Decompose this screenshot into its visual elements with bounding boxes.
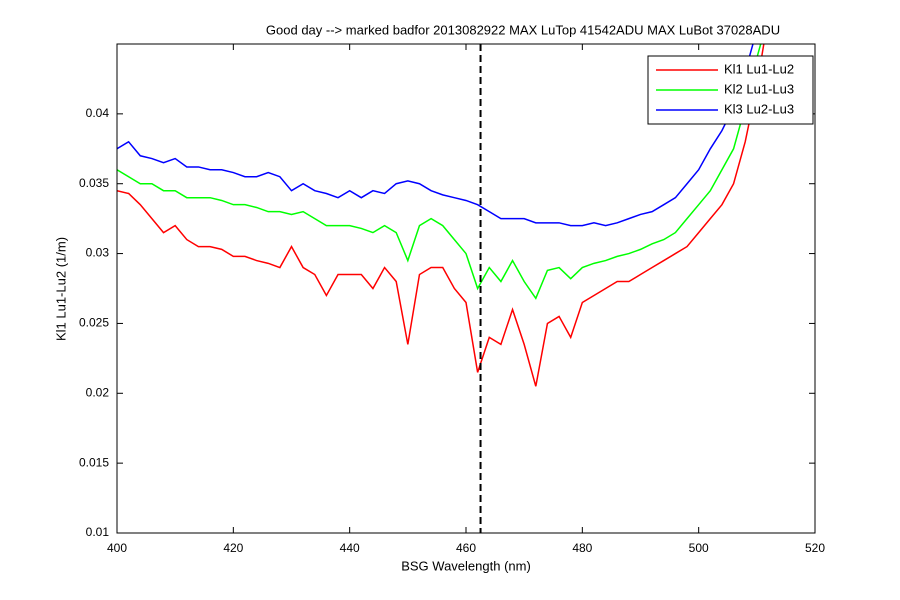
- x-tick-label: 480: [572, 541, 592, 555]
- axes-box: [116, 43, 816, 534]
- x-tick-label: 500: [689, 541, 709, 555]
- series-line: [117, 44, 765, 387]
- legend-label: Kl3 Lu2-Lu3: [724, 101, 794, 116]
- legend-label: Kl2 Lu1-Lu3: [724, 81, 794, 96]
- series-line: [117, 44, 762, 300]
- x-tick-label: 520: [805, 541, 825, 555]
- y-tick-label: 0.015: [79, 455, 109, 469]
- x-tick-label: 400: [107, 541, 127, 555]
- y-tick-label: 0.01: [86, 525, 110, 539]
- y-tick-label: 0.02: [86, 385, 110, 399]
- y-tick-label: 0.04: [86, 106, 110, 120]
- y-tick-label: 0.03: [86, 246, 110, 260]
- y-tick-label: 0.025: [79, 316, 109, 330]
- legend-label: Kl1 Lu1-Lu2: [724, 61, 794, 76]
- plot-area: [117, 44, 815, 533]
- x-tick-label: 440: [340, 541, 360, 555]
- y-tick-label: 0.035: [79, 176, 109, 190]
- chart-title: Good day --> marked badfor 2013082922 MA…: [266, 22, 780, 37]
- y-axis-label: Kl1 Lu1-Lu2 (1/m): [53, 237, 68, 341]
- series-line: [117, 44, 754, 227]
- x-tick-label: 420: [223, 541, 243, 555]
- x-axis-label: BSG Wavelength (nm): [401, 558, 531, 573]
- plot-lines: [117, 44, 765, 533]
- x-tick-label: 460: [456, 541, 476, 555]
